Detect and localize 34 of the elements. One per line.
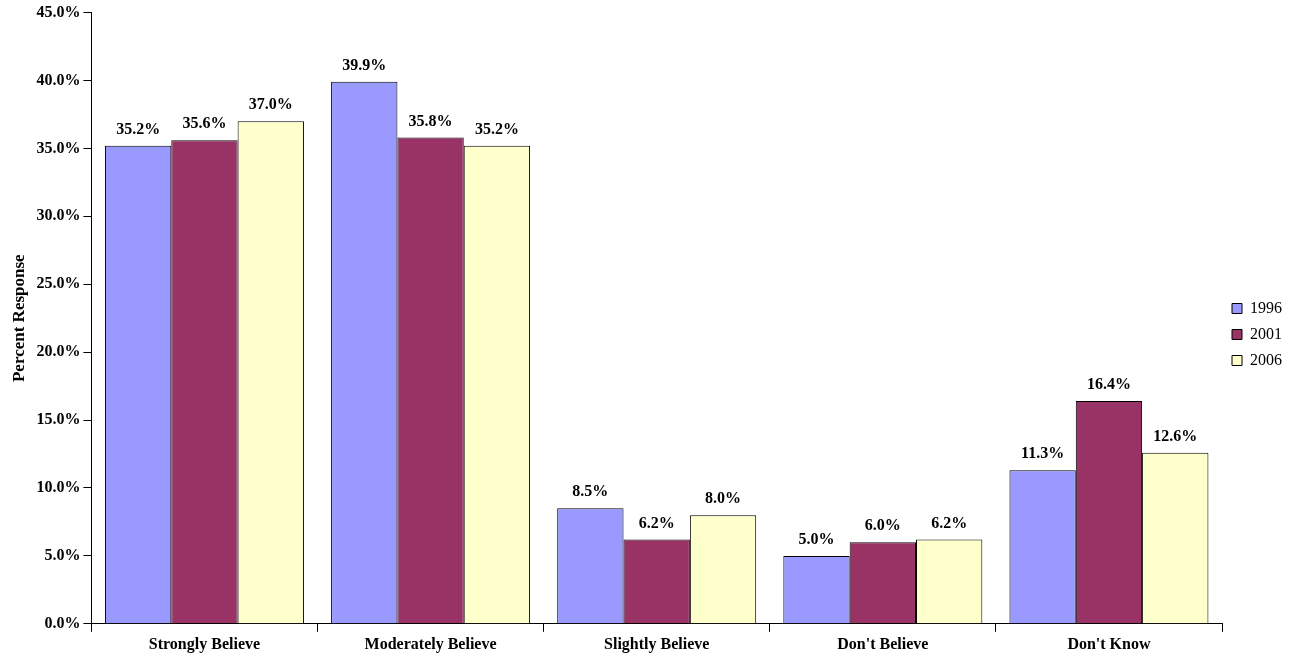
y-tick-label: 45.0% [36, 2, 81, 20]
legend-label: 2006 [1250, 350, 1282, 368]
x-tick-label: Don't Believe [837, 634, 929, 652]
y-tick-label: 0.0% [44, 613, 81, 631]
data-label: 35.2% [474, 119, 519, 137]
data-label: 35.6% [182, 114, 227, 132]
y-axis-title: Percent Response [8, 253, 28, 383]
x-tick-label: Don't Know [1067, 634, 1151, 652]
data-label: 11.3% [1021, 444, 1065, 462]
y-tick-label: 30.0% [36, 206, 81, 224]
data-label: 6.2% [931, 513, 968, 531]
y-tick-label: 35.0% [36, 138, 81, 156]
y-tick-label: 10.0% [36, 478, 81, 496]
data-label: 35.2% [116, 119, 161, 137]
y-tick-label: 40.0% [36, 70, 81, 88]
x-tick-label: Slightly Believe [604, 634, 710, 653]
data-label: 8.0% [705, 489, 742, 507]
legend-label: 2001 [1250, 324, 1282, 342]
data-label: 37.0% [248, 95, 293, 113]
x-tick-label: Moderately Believe [364, 634, 497, 653]
y-tick-label: 5.0% [44, 546, 81, 564]
data-label: 39.9% [342, 56, 387, 74]
y-tick-label: 15.0% [36, 410, 81, 428]
data-label: 6.2% [638, 513, 675, 531]
legend-label: 1996 [1250, 298, 1282, 316]
data-label: 16.4% [1086, 375, 1131, 393]
data-label: 5.0% [798, 530, 835, 548]
data-label: 35.8% [408, 111, 453, 129]
x-tick-label: Strongly Believe [148, 634, 261, 653]
y-tick-label: 25.0% [36, 274, 81, 292]
y-tick-label: 20.0% [36, 342, 81, 360]
data-label: 6.0% [864, 516, 901, 534]
data-label: 8.5% [572, 482, 609, 500]
data-label: 12.6% [1153, 426, 1198, 444]
